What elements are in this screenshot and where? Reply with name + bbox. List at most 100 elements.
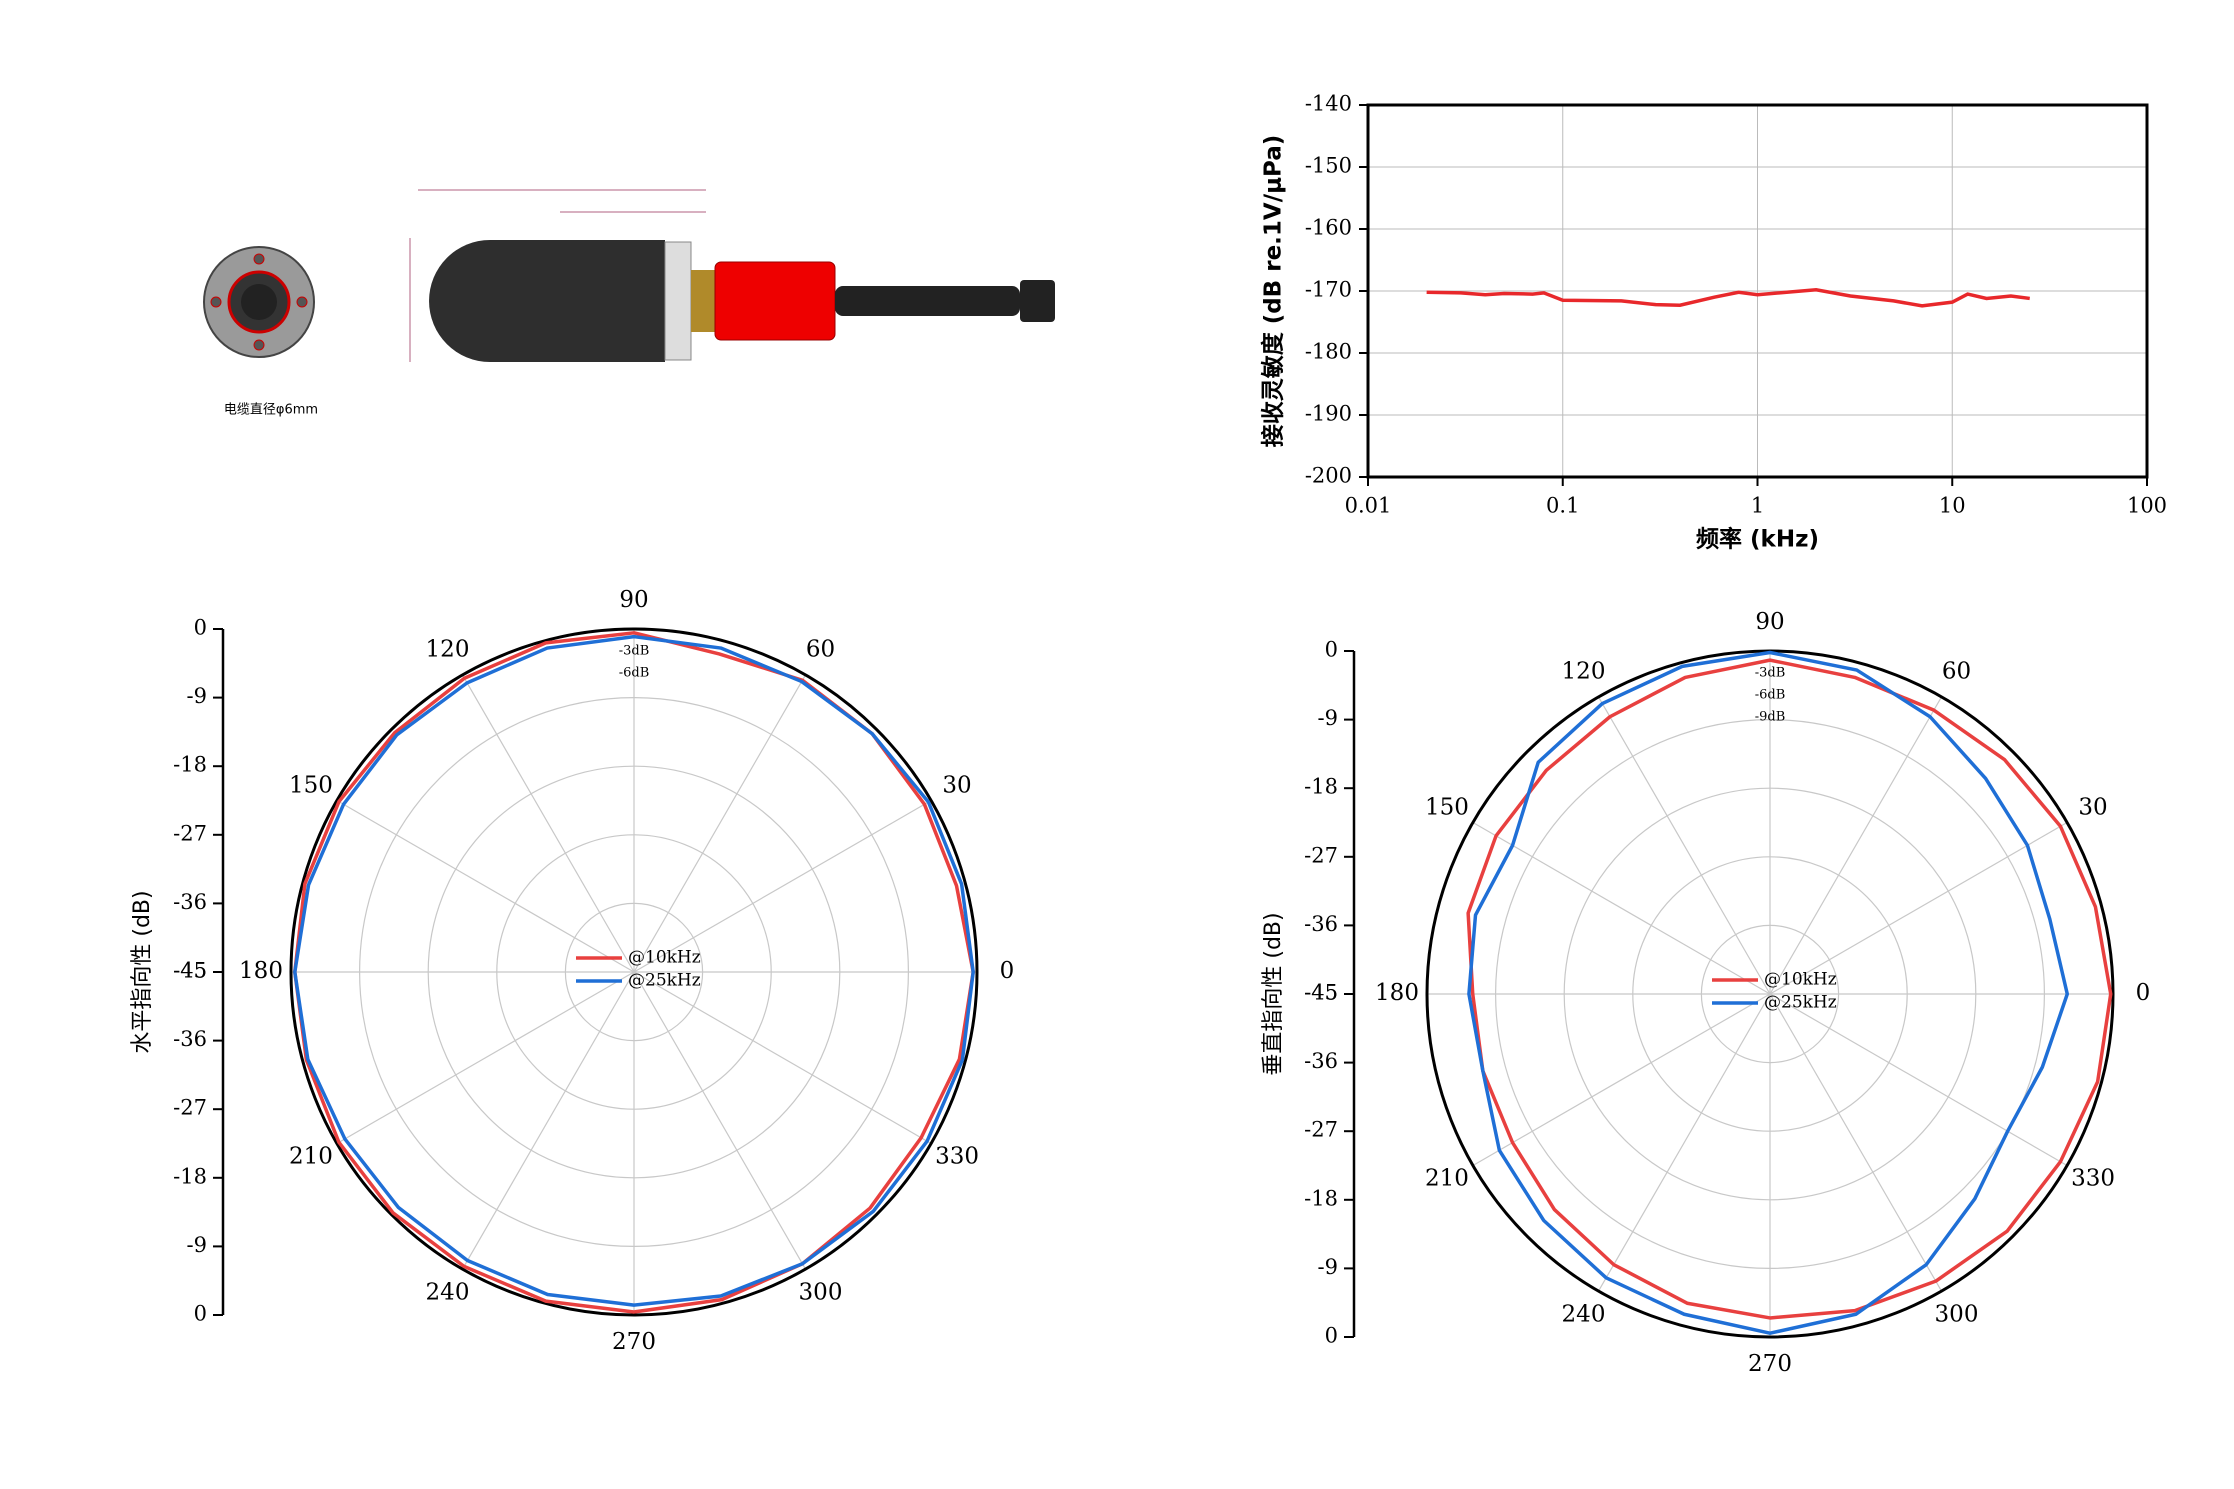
- x-tick-label: 10: [1939, 494, 1966, 518]
- r-tick-label: -9: [1318, 1255, 1338, 1279]
- y-tick-label: -190: [1305, 402, 1352, 426]
- theta-tick-label: 90: [619, 587, 648, 613]
- r-tick-label: -36: [173, 1027, 207, 1051]
- r-tick-label: 0: [194, 616, 207, 640]
- r-tick-label: -36: [1304, 912, 1338, 936]
- theta-tick-label: 60: [806, 637, 835, 663]
- y-tick-label: -140: [1305, 92, 1352, 116]
- technical-drawing: 电缆直径φ6mm: [203, 189, 1055, 418]
- r-tick-label: -45: [173, 959, 207, 983]
- ring-annotation: -3dB: [619, 644, 650, 659]
- polar-rim: [289, 627, 979, 1317]
- r-tick-label: -27: [1304, 843, 1338, 867]
- theta-tick-label: 300: [1935, 1301, 1979, 1327]
- spoke: [633, 971, 932, 1145]
- r-tick-label: -45: [1304, 981, 1338, 1005]
- spoke: [336, 799, 635, 973]
- legend-label: @10kHz: [1764, 970, 1837, 990]
- theta-tick-label: 240: [426, 1279, 470, 1305]
- connector: [691, 270, 715, 332]
- theta-tick-label: 30: [942, 773, 971, 799]
- theta-tick-label: 180: [239, 958, 283, 984]
- ring-annotation: -3dB: [1755, 666, 1786, 681]
- spoke: [633, 971, 807, 1270]
- spoke: [461, 971, 635, 1270]
- drawing-caption: 电缆直径φ6mm: [224, 402, 318, 418]
- y-tick-label: -160: [1305, 216, 1352, 240]
- theta-tick-label: 0: [2136, 980, 2151, 1006]
- theta-tick-label: 270: [1748, 1351, 1792, 1377]
- end-view-hole: [241, 284, 277, 320]
- r-tick-label: -36: [1304, 1049, 1338, 1073]
- r-tick-label: 0: [1325, 1324, 1338, 1348]
- r-tick-label: -9: [187, 684, 207, 708]
- y-tick-label: -180: [1305, 340, 1352, 364]
- ring-annotation: -6dB: [619, 666, 650, 681]
- spoke: [1769, 993, 1943, 1292]
- polar-line: [1466, 658, 2113, 1320]
- theta-tick-label: 150: [289, 773, 333, 799]
- x-tick-label: 0.01: [1345, 494, 1392, 518]
- ring: [664, 241, 692, 361]
- spoke: [1472, 821, 1771, 995]
- polar-line: [293, 634, 975, 1307]
- r-tick-label: -18: [173, 1164, 207, 1188]
- r-tick-label: -18: [1304, 1186, 1338, 1210]
- x-tick-label: 0.1: [1546, 494, 1579, 518]
- theta-tick-label: 210: [1425, 1166, 1469, 1192]
- spoke: [461, 674, 635, 973]
- theta-tick-label: 0: [1000, 958, 1015, 984]
- theta-tick-label: 120: [426, 637, 470, 663]
- theta-tick-label: 270: [612, 1329, 656, 1355]
- polar-line: [1467, 650, 2070, 1335]
- spoke: [633, 674, 807, 973]
- r-tick-label: 0: [1325, 638, 1338, 662]
- screw: [253, 339, 265, 351]
- spoke: [1597, 696, 1771, 995]
- r-tick-label: -27: [173, 1096, 207, 1120]
- screw: [296, 296, 308, 308]
- theta-tick-label: 330: [2071, 1166, 2115, 1192]
- x-tick-label: 1: [1751, 494, 1764, 518]
- theta-tick-label: 60: [1942, 659, 1971, 685]
- y-axis-label: 水平指向性 (dB): [130, 890, 155, 1053]
- screw: [210, 296, 222, 308]
- cable-end: [1020, 280, 1055, 322]
- theta-tick-label: 30: [2078, 795, 2107, 821]
- spoke: [1769, 993, 2068, 1167]
- screw: [253, 253, 265, 265]
- x-axis-label: 频率 (kHz): [1696, 526, 1819, 553]
- legend-label: @10kHz: [628, 948, 701, 968]
- spoke: [633, 799, 932, 973]
- data-line: [1426, 287, 2030, 308]
- legend-label: @25kHz: [628, 971, 701, 991]
- spoke: [1769, 696, 1943, 995]
- plot-frame: [1366, 103, 2149, 479]
- legend-label: @25kHz: [1764, 993, 1837, 1013]
- housing: [429, 240, 665, 362]
- x-tick-label: 100: [2127, 494, 2167, 518]
- ring-annotation: -9dB: [1755, 710, 1786, 725]
- cable: [835, 286, 1020, 316]
- y-tick-label: -170: [1305, 278, 1352, 302]
- r-tick-label: -18: [1304, 775, 1338, 799]
- r-tick-label: -27: [1304, 1118, 1338, 1142]
- y-tick-label: -200: [1305, 464, 1352, 488]
- r-tick-label: -45: [1304, 981, 1338, 1005]
- r-tick-label: -9: [187, 1233, 207, 1257]
- theta-tick-label: 210: [289, 1144, 333, 1170]
- theta-tick-label: 180: [1375, 980, 1419, 1006]
- theta-tick-label: 240: [1562, 1301, 1606, 1327]
- spoke: [1597, 993, 1771, 1292]
- spoke: [336, 971, 635, 1145]
- theta-tick-label: 300: [799, 1279, 843, 1305]
- r-tick-label: -9: [1318, 706, 1338, 730]
- theta-tick-label: 90: [1755, 609, 1784, 635]
- r-tick-label: -18: [173, 753, 207, 777]
- y-axis-label: 垂直指向性 (dB): [1261, 912, 1286, 1075]
- r-tick-label: -27: [173, 821, 207, 845]
- r-tick-label: -45: [173, 959, 207, 983]
- r-tick-label: 0: [194, 1302, 207, 1326]
- theta-tick-label: 120: [1562, 659, 1606, 685]
